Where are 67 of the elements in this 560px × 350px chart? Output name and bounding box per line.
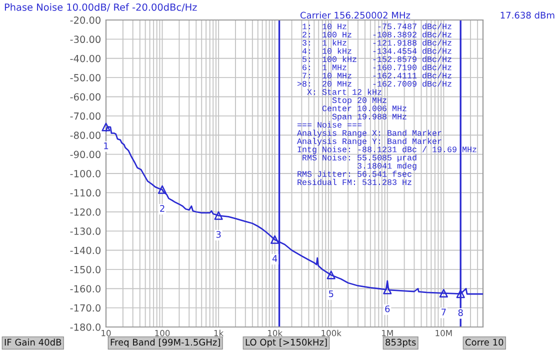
x-tick-label: 10k <box>268 330 283 336</box>
annotation: 3: 1 kHz -121.9188 dBc/Hz <box>302 40 452 46</box>
x-tick-label: 10 <box>102 330 111 336</box>
point <box>326 270 336 280</box>
y-tick-label: -80.00 <box>70 132 100 139</box>
y-tick-label: -70.00 <box>70 112 100 120</box>
annotation: 8 <box>458 309 463 316</box>
y-tick-label: -60.00 <box>70 93 100 101</box>
y-tick-label: -160.0 <box>70 285 100 292</box>
point <box>270 235 280 244</box>
y-tick-label: -130.0 <box>70 228 100 235</box>
text: Carrier 156.250002 MHz <box>300 12 410 19</box>
y-tick-label: -180.0 <box>70 323 100 331</box>
y-tick-label: -170.0 <box>70 304 100 312</box>
annotation: 1: 10 Hz -75.7487 dBc/Hz <box>302 23 452 30</box>
y-tick-label: -120.0 <box>70 208 100 216</box>
annotation: 4: 10 kHz -134.4554 dBc/Hz <box>302 48 452 54</box>
annotation: Intg Noise: -88.1231 dBc / 19.69 MHz <box>298 146 476 154</box>
y-tick-label: -30.00 <box>70 36 100 44</box>
annotation: 5 <box>328 290 334 298</box>
annotation: 6: 1 MHz -160.7190 dBc/Hz <box>302 64 452 70</box>
annotation: Analysis Range X: Band Marker <box>297 130 442 138</box>
annotation: 3.18041 mdeg <box>358 162 416 170</box>
annotation: X: Start 12 kHz <box>307 88 382 95</box>
text: Freq Band [99M-1.5GHz] <box>110 338 220 348</box>
x-tick-label: 1M <box>382 330 393 336</box>
point <box>439 288 448 298</box>
y-tick-label: -150.0 <box>70 266 100 274</box>
text: LO Opt [>150kHz] <box>246 338 327 348</box>
annotation: 7 <box>442 308 446 316</box>
y-tick-label: -40.00 <box>70 54 100 62</box>
y-tick-label: -100.0 <box>70 170 100 178</box>
text: Corre 10 <box>466 338 504 346</box>
x-tick-label: 100k <box>322 330 342 336</box>
annotation: RMS Jitter: 56.541 fsec <box>298 170 412 177</box>
x-tick-label: 1k <box>214 330 224 336</box>
y-tick-label: -110.0 <box>70 189 100 197</box>
annotation: 2: 100 Hz -108.3892 dBc/Hz <box>302 31 452 38</box>
annotation: 1 <box>104 142 108 150</box>
point <box>158 185 167 194</box>
chart-title: Phase Noise 10.00dB/ Ref -20.00dBc/Hz <box>4 3 197 12</box>
y-tick-label: -50.00 <box>70 74 100 82</box>
y-tick-label: -90.00 <box>70 150 100 158</box>
annotation: 5: 100 kHz -152.8579 dBc/Hz <box>302 56 452 62</box>
annotation: 6 <box>385 305 390 312</box>
annotation: >8: 20 MHz -162.7009 dBc/Hz <box>297 80 452 87</box>
y-tick-label: -140.0 <box>70 246 100 254</box>
annotation: Span 19.988 MHz <box>332 114 406 122</box>
point <box>214 211 223 220</box>
annotation: Stop 20 MHz <box>332 97 386 105</box>
x-tick-label: 10M <box>436 330 452 336</box>
annotation: Center 10.006 MHz <box>322 106 406 112</box>
text: IF Gain 40dB <box>4 338 62 346</box>
annotation: Analysis Range Y: Band Marker <box>297 138 442 146</box>
text: 853pts <box>386 338 416 348</box>
annotation: RMS Noise: 55.5085 µrad <box>302 154 416 162</box>
annotation: 7: 10 MHz -162.4111 dBc/Hz <box>302 72 452 78</box>
annotation: 4 <box>272 255 278 262</box>
x-tick-label: 100 <box>155 330 170 336</box>
point <box>102 122 110 132</box>
y-tick-label: -20.00 <box>70 16 100 24</box>
text: 17.638 dBm <box>500 12 554 19</box>
annotation: 3 <box>216 230 221 238</box>
point <box>383 286 392 294</box>
annotation: === Noise === <box>297 122 362 128</box>
annotation: 2 <box>160 205 164 212</box>
annotation: Residual FM: 531.283 Hz <box>298 178 412 186</box>
